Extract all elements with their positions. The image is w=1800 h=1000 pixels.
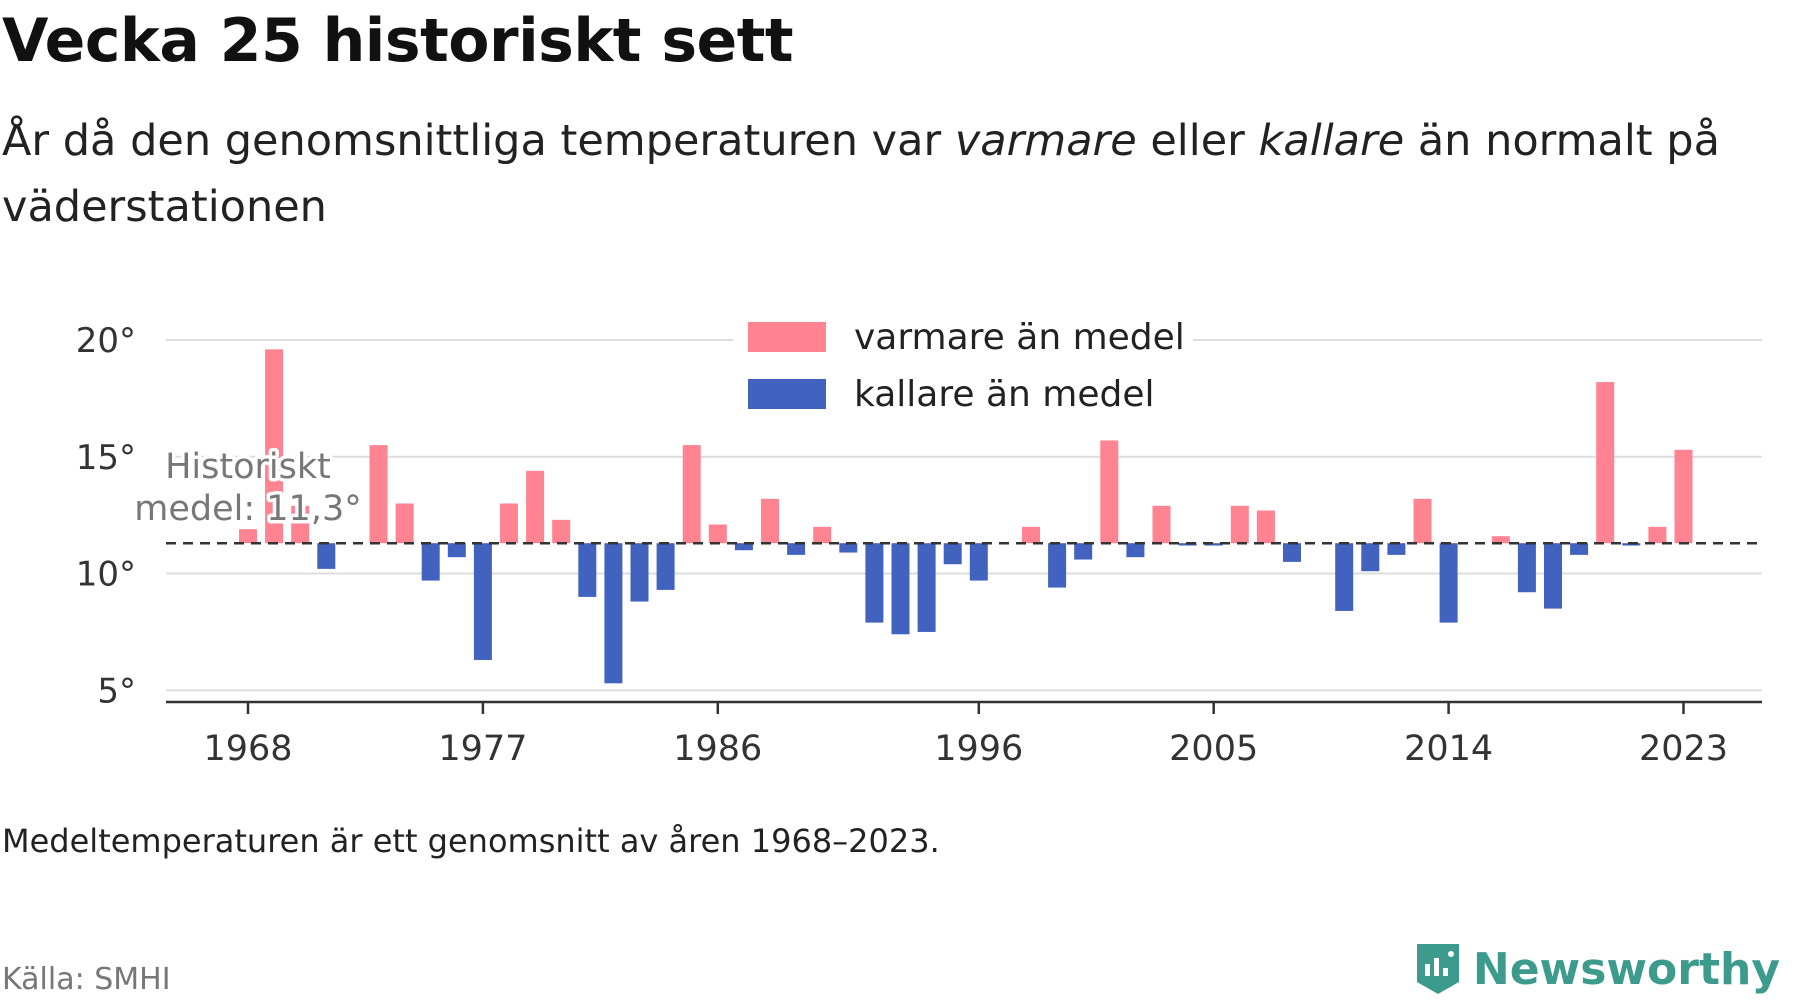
bar-warm: [1230, 505, 1249, 544]
bar-warm: [500, 503, 518, 544]
subtitle-text-1: År då den genomsnittliga temperaturen va…: [2, 116, 955, 166]
bar-warm: [761, 498, 779, 544]
bar-cold: [1335, 543, 1354, 611]
subtitle-text-3: än normalt på väderstationen: [2, 116, 1720, 232]
x-tick-label: 1986: [673, 729, 762, 769]
bar-cold: [656, 543, 675, 590]
bar-cold: [1570, 543, 1589, 555]
bar-cold: [865, 543, 884, 623]
bar-warm: [526, 470, 545, 544]
bar-cold: [969, 543, 988, 581]
bar-warm: [239, 529, 257, 544]
bar-warm: [1256, 510, 1275, 544]
bar-cold: [917, 543, 936, 632]
footnote: Medeltemperaturen är ett genomsnitt av å…: [2, 822, 940, 860]
bar-warm: [1152, 505, 1171, 544]
x-tick-label: 2023: [1639, 729, 1728, 769]
bar-warm: [395, 503, 414, 544]
bar-cold: [578, 543, 597, 597]
bar-cold: [891, 543, 910, 635]
y-tick-label: 5°: [97, 671, 136, 711]
bar-warm: [1674, 449, 1693, 544]
bar-cold: [604, 543, 623, 684]
bar-warm: [708, 524, 727, 544]
legend-swatch-warm: [748, 322, 826, 352]
bar-cold: [1544, 543, 1562, 609]
bar-warm: [813, 526, 832, 544]
bar-warm: [552, 519, 571, 544]
bar-cold: [1439, 543, 1458, 623]
bar-cold: [1387, 543, 1406, 555]
x-tick-label: 2005: [1169, 729, 1258, 769]
brand-logo: Newsworthy: [1413, 940, 1780, 998]
bar-warm: [1022, 526, 1040, 544]
bar-warm: [1491, 536, 1510, 544]
bar-cold: [447, 543, 466, 558]
newsworthy-logo-icon: [1416, 944, 1459, 994]
baseline-label-line2: medel: 11,3°: [134, 489, 361, 529]
bar-cold: [1204, 543, 1223, 546]
y-tick-label: 20°: [76, 321, 136, 361]
bar-cold: [421, 543, 440, 581]
bar-warm: [1596, 382, 1615, 544]
legend-swatch-cold: [748, 379, 826, 409]
bar-cold: [1126, 543, 1145, 558]
bar-warm: [265, 349, 284, 544]
bar-series: [239, 349, 1693, 684]
y-tick-label: 10°: [76, 555, 136, 595]
subtitle-warm-word: varmare: [954, 116, 1137, 166]
x-tick-label: 2014: [1404, 729, 1493, 769]
bar-warm: [291, 505, 310, 544]
subtitle-cold-word: kallare: [1258, 116, 1405, 166]
brand-name: Newsworthy: [1472, 943, 1780, 995]
legend-label-cold: kallare än medel: [854, 374, 1154, 415]
y-tick-label: 15°: [76, 438, 136, 478]
baseline-label-line1: Historiskt: [165, 447, 331, 487]
x-tick-label: 1977: [438, 729, 527, 769]
source-credit: Källa: SMHI: [2, 962, 171, 997]
x-tick-label: 1968: [203, 729, 292, 769]
bar-cold: [943, 543, 962, 565]
legend-label-warm: varmare än medel: [854, 317, 1185, 358]
bar-cold: [630, 543, 649, 602]
bar-cold: [787, 543, 806, 555]
bar-warm: [1648, 526, 1667, 544]
bar-cold: [1074, 543, 1093, 560]
bar-warm: [369, 445, 388, 544]
bar-cold: [317, 543, 336, 569]
bar-cold: [473, 543, 492, 660]
subtitle-text-2: eller: [1136, 116, 1259, 166]
bar-cold: [1048, 543, 1067, 588]
chart-title: Vecka 25 historiskt sett: [2, 6, 794, 76]
x-axis: 1968 1977 1986 1996 2005 2014 2023: [203, 702, 1728, 769]
bar-cold: [1283, 543, 1301, 562]
bar-cold: [734, 543, 753, 551]
y-axis: 5° 10° 15° 20°: [76, 321, 136, 711]
chart-subtitle: År då den genomsnittliga temperaturen va…: [2, 108, 1722, 240]
legend: varmare än medel kallare än medel: [733, 312, 1193, 418]
bar-cold: [1517, 543, 1536, 593]
bar-warm: [1413, 498, 1432, 544]
bar-cold: [1361, 543, 1380, 572]
bar-warm: [682, 445, 701, 544]
bar-warm: [1100, 440, 1119, 544]
x-tick-label: 1996: [934, 729, 1023, 769]
bar-cold: [839, 543, 858, 553]
